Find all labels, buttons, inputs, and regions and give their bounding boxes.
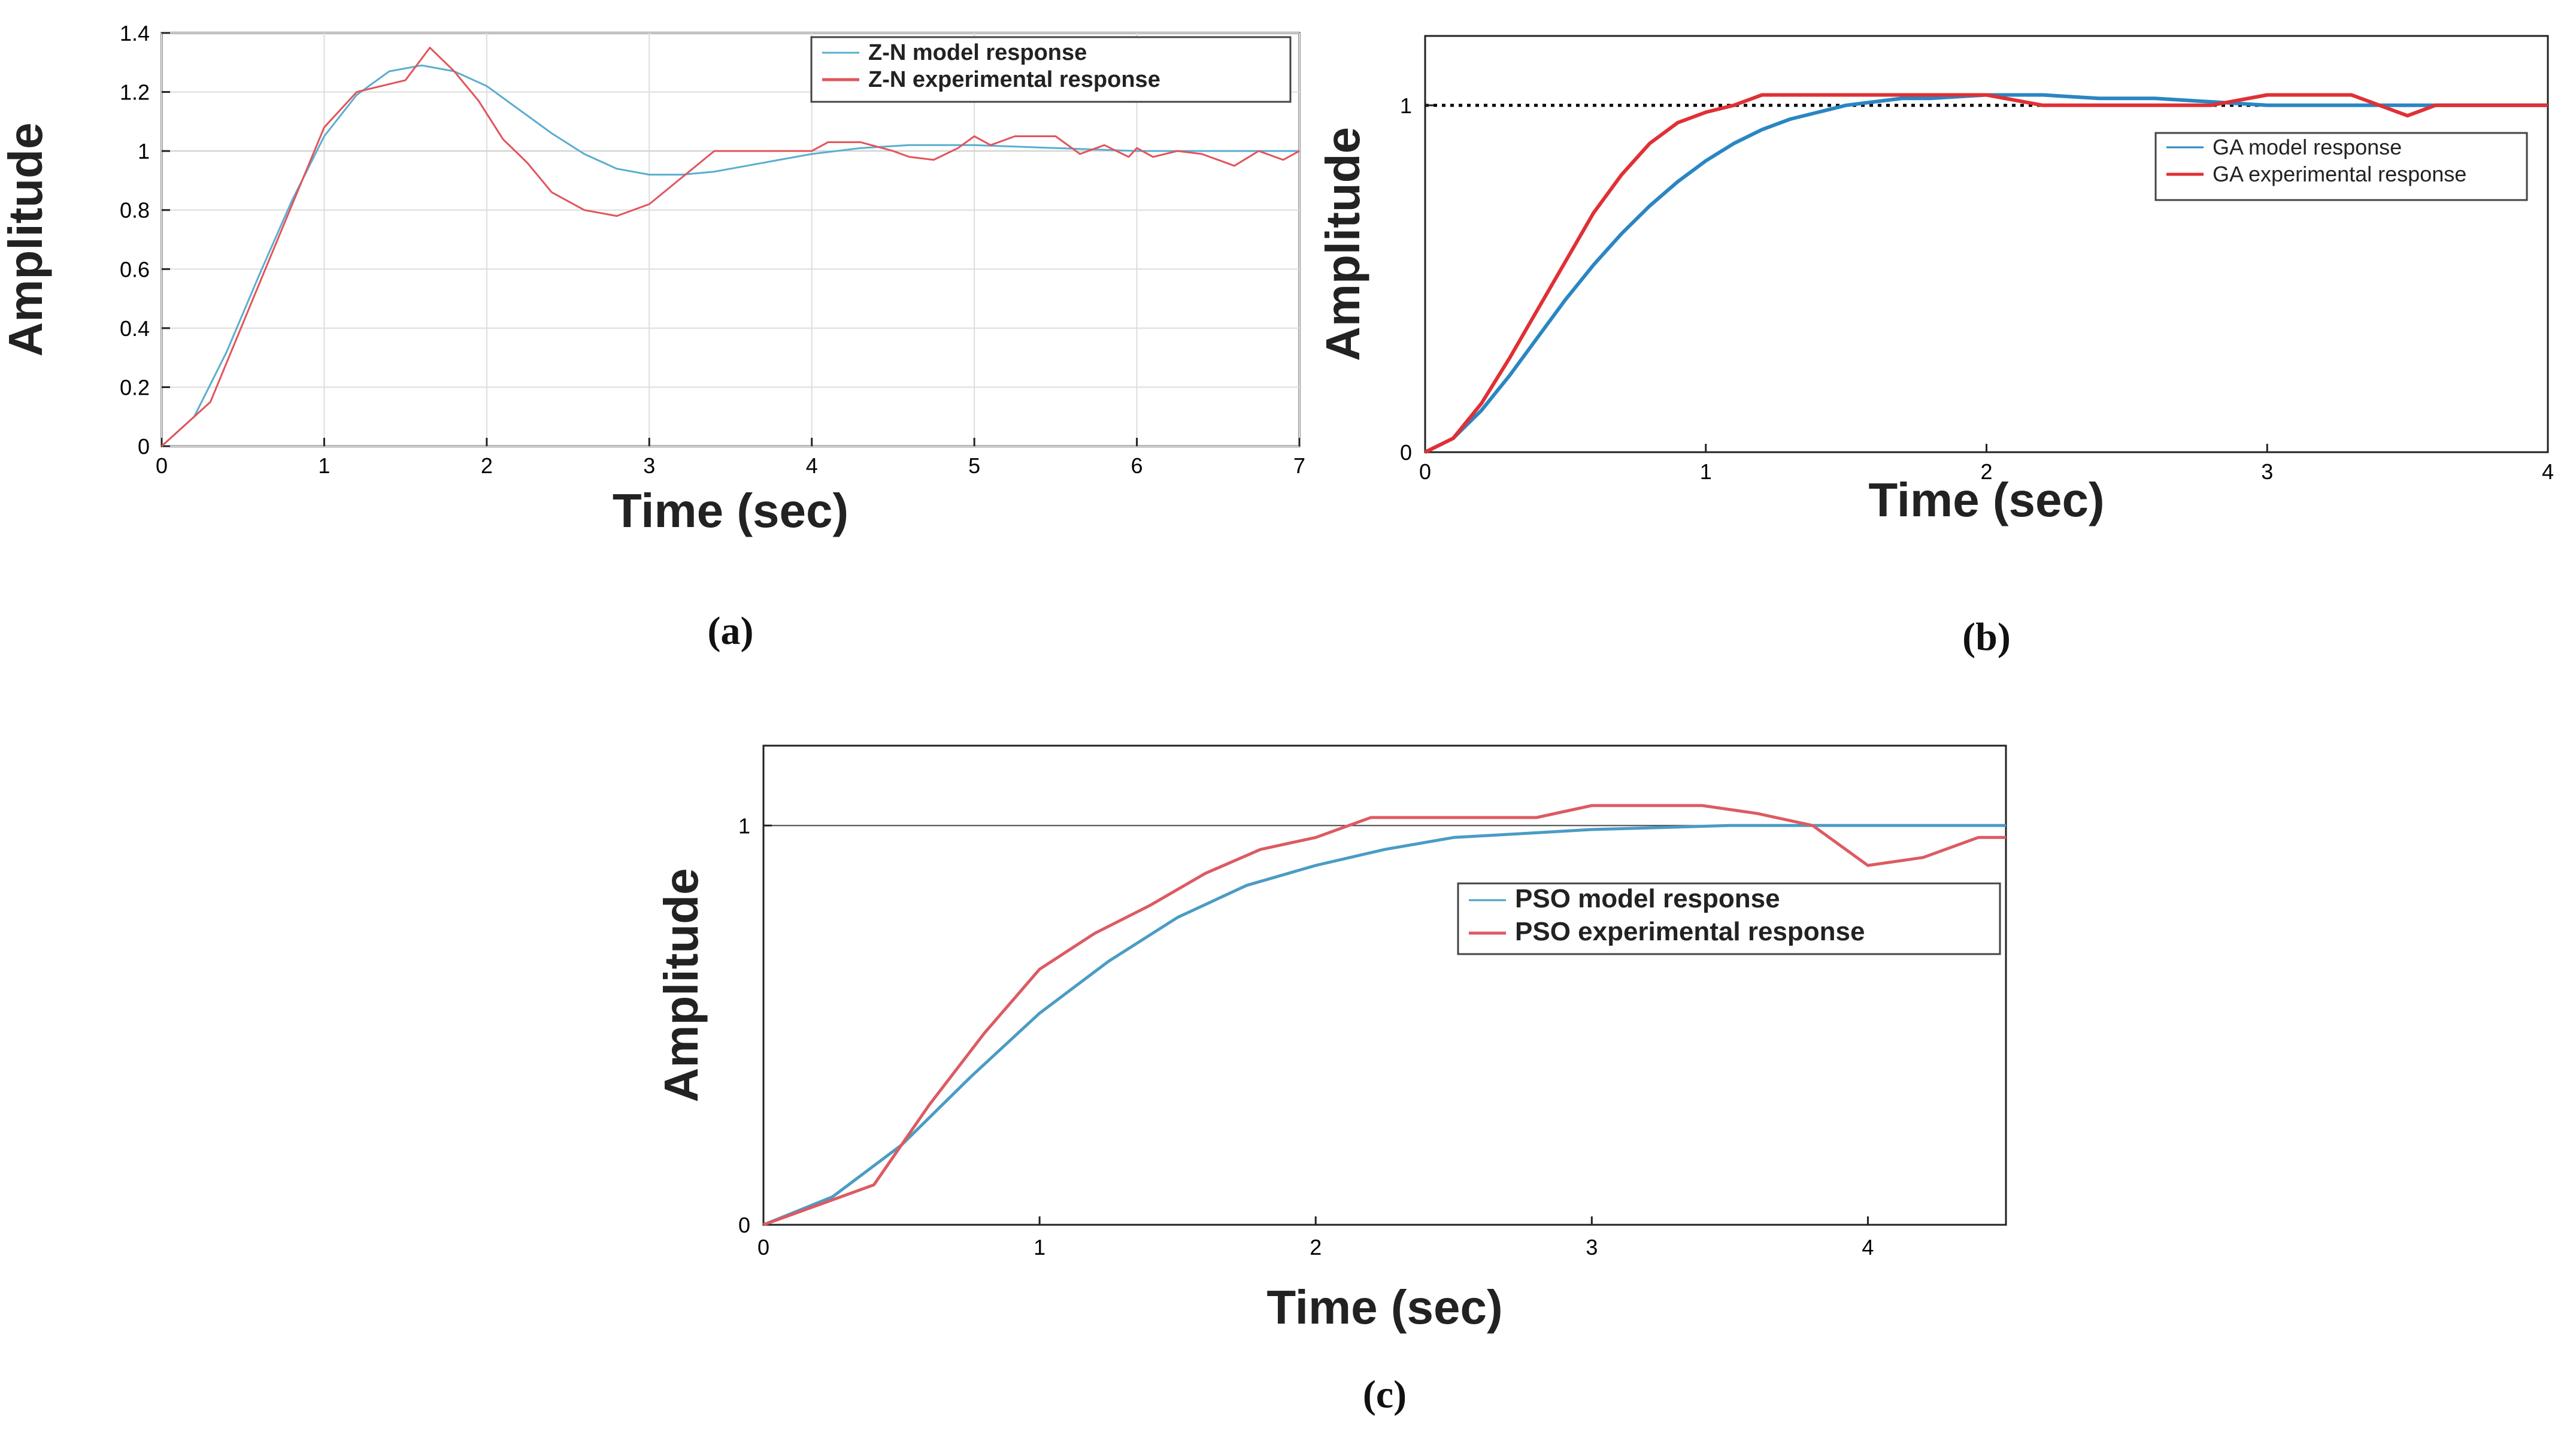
x-tick-label: 4: [806, 453, 818, 478]
y-tick-label: 0: [738, 1213, 750, 1237]
panel-c: 0 1 2 3 4 0 1 PSO model response PSO experimenta…: [654, 744, 2007, 1416]
x-tick-label: 1: [1034, 1235, 1045, 1260]
x-tick-label: 1: [318, 453, 330, 478]
x-axis-title: Time (sec): [613, 484, 848, 537]
panel-caption: (a): [708, 609, 754, 653]
x-axis-title: Time (sec): [1868, 473, 2104, 526]
x-axis-title: Time (sec): [1266, 1280, 1502, 1334]
legend-box: [810, 36, 1292, 103]
legend-label-2: GA experimental response: [2213, 162, 2466, 186]
y-tick-label: 0: [1400, 440, 1412, 465]
series-line-2: [1424, 93, 2548, 454]
x-tick-label: 4: [2542, 459, 2554, 484]
legend-box: [2154, 132, 2528, 201]
legend-label-1: Z-N model response: [868, 40, 1087, 65]
x-tick-label: 0: [757, 1235, 769, 1260]
series-line-2: [160, 47, 1300, 447]
x-tick-label: 6: [1131, 453, 1143, 478]
y-tick-label: 0.8: [120, 198, 150, 223]
y-tick-label: 1.4: [120, 21, 150, 46]
x-tick-label: 0: [156, 453, 168, 478]
y-tick-label: 1: [738, 813, 750, 838]
legend-label-1: GA model response: [2213, 135, 2402, 159]
x-tick-label: 3: [643, 453, 655, 478]
y-tick-label: 1: [1400, 93, 1412, 118]
y-tick-label: 0.2: [120, 375, 150, 399]
x-tick-label: 5: [968, 453, 980, 478]
x-tick-label: 7: [1293, 453, 1305, 478]
series-line-2: [763, 804, 2006, 1227]
series-line-1: [763, 824, 2006, 1227]
panel-caption: (b): [1962, 615, 2011, 659]
legend-label-2: Z-N experimental response: [868, 67, 1160, 92]
panel-b: 0 1 2 3 4 0 1 GA model response GA experimental …: [1316, 35, 2554, 659]
y-tick-label: 0.4: [120, 316, 150, 341]
plot-frame: [1424, 35, 2549, 453]
x-tick-label: 2: [481, 453, 493, 478]
x-tick-label: 3: [2261, 459, 2273, 484]
y-tick-label: 1.2: [120, 80, 150, 105]
y-axis-title: Amplitude: [0, 122, 52, 356]
x-tick-label: 2: [1980, 459, 1992, 484]
x-tick-label: 2: [1310, 1235, 1322, 1260]
x-tick-label: 0: [1419, 459, 1431, 484]
y-axis-title: Amplitude: [1316, 127, 1369, 361]
panel-a: 0 1 2 3 4 5 6 7 0 0.2 0.4 0.6 0.8 1 1.2 1.4 Z-N model re…: [0, 21, 1305, 653]
x-tick-label: 3: [1586, 1235, 1598, 1260]
legend-label-2: PSO experimental response: [1515, 917, 1865, 946]
y-tick-label: 0.6: [120, 257, 150, 281]
y-axis-title: Amplitude: [654, 868, 708, 1102]
x-tick-label: 1: [1700, 459, 1712, 484]
panel-caption: (c): [1363, 1373, 1407, 1416]
legend-label-1: PSO model response: [1515, 884, 1780, 913]
x-tick-label: 4: [1862, 1235, 1874, 1260]
legend-box: [1457, 882, 2001, 955]
y-tick-label: 1: [138, 139, 150, 164]
y-tick-label: 0: [138, 434, 150, 459]
